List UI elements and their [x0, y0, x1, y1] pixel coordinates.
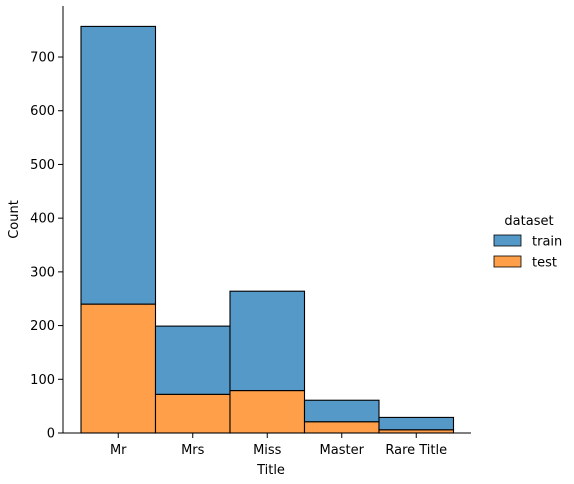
bar-test-mrs — [154, 393, 231, 434]
legend-label-train: train — [532, 235, 562, 250]
y-tick-label-300: 300 — [30, 265, 55, 280]
y-tick-label-0: 0 — [47, 427, 55, 442]
bar-train-mr — [80, 25, 157, 305]
y-tick-label-400: 400 — [30, 212, 55, 227]
x-axis-label: Title — [256, 463, 285, 478]
legend-title: dataset — [504, 214, 553, 229]
x-tick-label-rare-title: Rare Title — [385, 443, 447, 458]
y-axis-label: Count — [7, 200, 22, 239]
axes-layer: 0 100 200 300 400 500 600 700 Mr Mrs Miss Master Rar… — [30, 6, 471, 458]
x-tick-label-mrs: Mrs — [181, 443, 205, 458]
legend-swatch-test — [493, 255, 522, 268]
bars-layer — [80, 25, 455, 434]
bar-test-master — [303, 421, 380, 434]
x-tick-label-mr: Mr — [110, 443, 127, 458]
bar-test-mr — [80, 303, 157, 434]
y-tick-label-600: 600 — [30, 104, 55, 119]
legend-swatch-train — [493, 234, 522, 247]
x-tick-label-master: Master — [320, 443, 365, 458]
bar-test-miss — [229, 390, 306, 434]
bar-train-mrs — [154, 325, 231, 395]
legend: dataset train test — [493, 214, 562, 271]
y-tick-label-700: 700 — [30, 51, 55, 66]
y-tick-label-200: 200 — [30, 319, 55, 334]
bar-train-master — [303, 399, 380, 423]
y-tick-label-100: 100 — [30, 373, 55, 388]
x-tick-label-miss: Miss — [253, 443, 282, 458]
y-tick-label-500: 500 — [30, 158, 55, 173]
bar-train-rare-title — [378, 416, 455, 431]
bar-train-miss — [229, 290, 306, 392]
legend-label-test: test — [532, 256, 557, 271]
